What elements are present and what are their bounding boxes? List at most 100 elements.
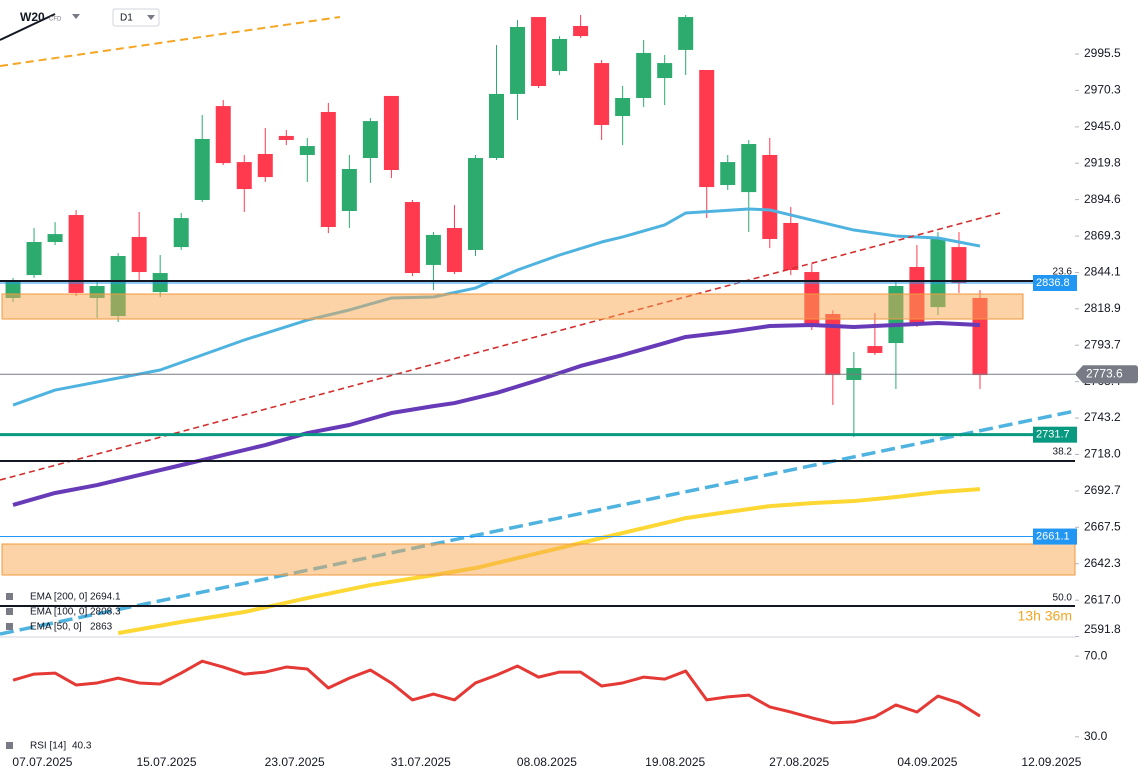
price-box: [1075, 365, 1138, 384]
price-axis: [1076, 0, 1144, 779]
candle-body: [383, 95, 399, 171]
candle-body: [131, 236, 147, 273]
x-tick-label: 23.07.2025: [265, 755, 325, 769]
x-tick-label: 07.07.2025: [12, 755, 72, 769]
rsi-tick-label: 30.0: [1084, 729, 1108, 743]
price-box-label: 2661.1: [1036, 530, 1070, 542]
candle-body: [783, 222, 799, 271]
y-tick-label: 2642.3: [1084, 556, 1121, 570]
candle-body: [678, 17, 694, 50]
legend-value: 2808.3: [90, 607, 121, 618]
y-tick-label: 2793.7: [1084, 337, 1121, 351]
dropdown-arrow: [147, 15, 155, 20]
legend-value: 2863: [90, 622, 113, 633]
timer: 13h 36m: [1018, 608, 1072, 624]
price-box: [1033, 528, 1077, 545]
symbol-type: CFD: [49, 17, 62, 23]
candle-body: [26, 242, 42, 276]
legend-name: EMA [100, 0]: [30, 607, 87, 618]
candle-body: [720, 162, 736, 186]
x-tick-label: 27.08.2025: [769, 755, 829, 769]
y-tick-label: 2869.3: [1084, 228, 1121, 242]
legend-icon: [6, 623, 13, 630]
ema-line: [12, 320, 981, 507]
candle-body: [930, 237, 946, 308]
candle-body: [320, 111, 336, 228]
rsi-name: RSI [14]: [30, 741, 66, 752]
fib-label: 23.6: [1053, 267, 1073, 278]
rsi-value: 40.3: [72, 741, 92, 752]
y-tick-label: 2591.8: [1084, 622, 1121, 636]
candle-body: [867, 346, 883, 353]
fib-label: 50.0: [1053, 593, 1073, 604]
fib-label: 38.2: [1053, 447, 1073, 458]
candle-body: [657, 63, 673, 79]
candle-body: [467, 158, 483, 250]
rsi-line: [12, 659, 981, 725]
rsi-pane: 70.0 30.0 RSI [14] 40.3: [6, 648, 1108, 752]
y-tick-label: 2894.6: [1084, 192, 1121, 206]
candle-body: [594, 63, 610, 125]
ema-lines: [12, 207, 981, 636]
candle-body: [236, 162, 252, 190]
price-boxes: 2836.8 2773.6 2731.7 2661.1: [1033, 274, 1138, 545]
y-tick-label: 2818.9: [1084, 301, 1121, 315]
price-box-label: 2773.6: [1086, 366, 1123, 380]
x-tick-label: 04.09.2025: [897, 755, 957, 769]
price-box: [1033, 426, 1077, 443]
symbol[interactable]: W20: [20, 10, 45, 24]
candle-body: [173, 218, 189, 248]
candle-body: [341, 168, 357, 211]
price-box: [1033, 274, 1077, 291]
y-tick-label: 2667.5: [1084, 519, 1121, 533]
interval: D1: [120, 13, 133, 24]
axis-labels: 2995.5 2970.3 2945.0 2919.8 2894.6 2869.3 2844…: [12, 46, 1121, 769]
candle-body: [762, 154, 778, 239]
y-tick-label: 2844.1: [1084, 265, 1121, 279]
trendline: [0, 13, 56, 41]
y-tick-label: 2995.5: [1084, 46, 1121, 60]
candle-body: [47, 234, 63, 243]
rsi-tick-label: 70.0: [1084, 648, 1108, 662]
candle-body: [552, 38, 568, 72]
candle-body: [741, 144, 757, 193]
candle-body: [299, 146, 315, 155]
candle-body: [257, 153, 273, 178]
ema-line: [12, 207, 981, 407]
y-tick-label: 2743.2: [1084, 410, 1121, 424]
x-tick-label: 31.07.2025: [391, 755, 451, 769]
legend-icon: [6, 593, 13, 600]
candle-body: [636, 52, 652, 98]
candle-body: [194, 138, 210, 201]
zone: [1, 543, 1076, 576]
ema-line: [117, 487, 981, 636]
candle-body: [489, 93, 505, 159]
candle-body: [531, 17, 547, 87]
interval-box[interactable]: [112, 8, 160, 27]
dropdown-arrow[interactable]: [72, 14, 80, 19]
x-tick-label: 15.07.2025: [136, 755, 196, 769]
y-tick-label: 2617.0: [1084, 592, 1121, 606]
candle-body: [278, 135, 294, 140]
candle-body: [89, 286, 105, 299]
price-lines: [0, 282, 1075, 538]
zone: [1, 293, 1024, 320]
y-tick-label: 2718.0: [1084, 447, 1121, 461]
legend-icon: [6, 608, 13, 615]
candle-body: [446, 228, 462, 273]
trendline: [0, 16, 341, 67]
candle-body: [404, 202, 420, 274]
price-box-label: 2836.8: [1036, 277, 1070, 289]
legend-value: 2694.1: [90, 592, 121, 603]
x-tick-label: 12.09.2025: [1021, 755, 1081, 769]
price-box-label: 2731.7: [1036, 429, 1070, 441]
legend-name: EMA [200, 0]: [30, 592, 87, 603]
y-tick-label: 2919.8: [1084, 155, 1121, 169]
candle-body: [510, 26, 526, 94]
candle-body: [425, 234, 441, 265]
candle-body: [615, 97, 631, 117]
trendline: [0, 409, 1076, 636]
candle-body: [215, 106, 231, 164]
